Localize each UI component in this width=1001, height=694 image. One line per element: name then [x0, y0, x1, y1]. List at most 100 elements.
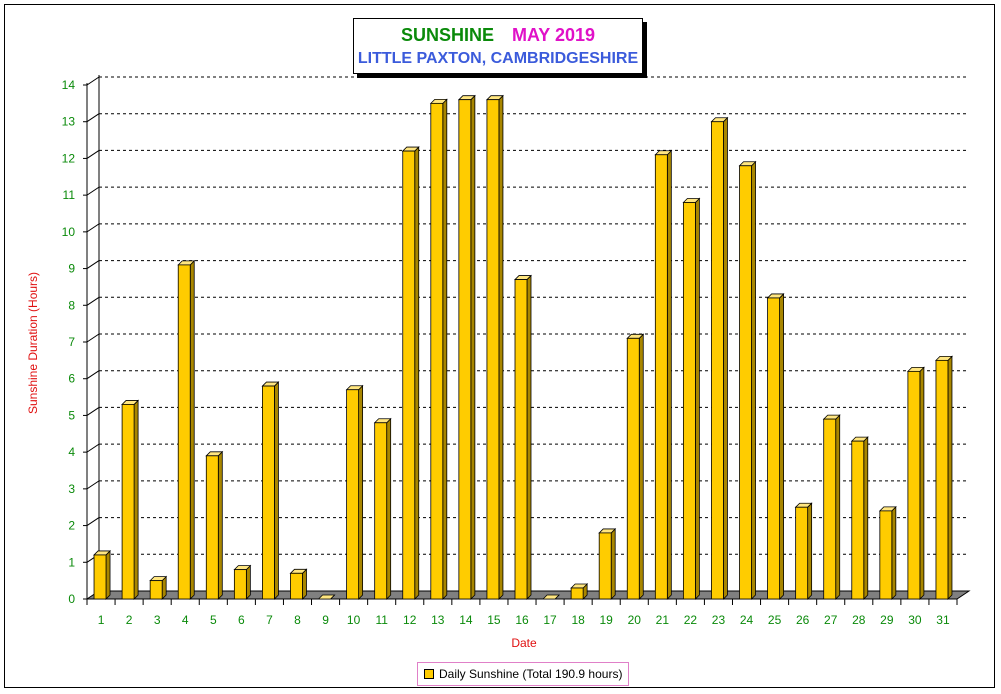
- bar: [177, 259, 196, 600]
- x-tick-label: 29: [880, 613, 894, 627]
- gridline-wall: [86, 113, 100, 123]
- bar: [345, 384, 364, 600]
- gridline-wall: [86, 333, 100, 343]
- bar: [149, 575, 168, 600]
- gridline-wall: [86, 260, 100, 269]
- bar: [682, 197, 701, 600]
- y-tick-label: 13: [62, 115, 76, 129]
- bars: [93, 94, 953, 600]
- x-tick-label: 6: [238, 613, 245, 627]
- x-tick-label: 2: [126, 613, 133, 627]
- x-tick-label: 14: [459, 613, 473, 627]
- bar: [542, 594, 561, 600]
- gridline-wall: [86, 296, 100, 306]
- x-tick-label: 18: [571, 613, 585, 627]
- bar: [205, 450, 224, 600]
- x-tick-label: 21: [656, 613, 670, 627]
- bar: [514, 274, 532, 600]
- x-tick-label: 5: [210, 613, 217, 627]
- y-axis-title: Sunshine Duration (Hours): [26, 272, 40, 414]
- gridline-wall: [86, 150, 100, 159]
- x-tick-label: 16: [515, 613, 529, 627]
- bar: [710, 116, 729, 600]
- legend-swatch: [424, 669, 434, 679]
- y-tick-label: 9: [68, 262, 75, 276]
- x-tick-labels: 1 2 3 4 5 6 7 8 9 10 11 12 13 14 15 16 17 18 19 20 21 22 23 24 2…: [98, 613, 950, 627]
- bar: [289, 568, 308, 600]
- x-tick-label: 13: [431, 613, 445, 627]
- bar: [935, 355, 953, 600]
- y-tick-label: 0: [68, 592, 75, 606]
- bar: [401, 146, 420, 600]
- bar: [598, 527, 617, 600]
- gridline-wall: [86, 407, 100, 416]
- chart-title-month: MAY 2019: [511, 25, 596, 45]
- x-tick-label: 19: [600, 613, 614, 627]
- x-tick-label: 28: [852, 613, 866, 627]
- bar: [485, 94, 504, 600]
- bar: [850, 436, 869, 600]
- bar: [261, 381, 280, 600]
- x-tick-label: 10: [347, 613, 361, 627]
- bar: [654, 149, 673, 600]
- chart-title: SUNSHINE: [400, 25, 494, 45]
- x-tick-label: 31: [936, 613, 950, 627]
- bar: [121, 399, 140, 600]
- gridline-wall: [86, 223, 100, 233]
- gridline-wall: [86, 76, 100, 86]
- bar: [429, 98, 448, 600]
- x-tick-label: 24: [740, 613, 754, 627]
- y-tick-label: 5: [68, 408, 75, 422]
- chart-title-box: SUNSHINE MAY 2019 LITTLE PAXTON, CAMBRIDG…: [353, 18, 643, 74]
- gridline-wall: [86, 370, 100, 380]
- y-tick-label: 1: [68, 555, 75, 569]
- x-tick-label: 25: [768, 613, 782, 627]
- x-tick-label: 8: [294, 613, 301, 627]
- x-tick-label: 30: [908, 613, 922, 627]
- y-tick-label: 3: [68, 482, 75, 496]
- y-tick-label: 7: [68, 335, 75, 349]
- legend-label: Daily Sunshine (Total 190.9 hours): [439, 667, 623, 681]
- x-axis-title: Date: [511, 636, 537, 650]
- x-tick-label: 11: [375, 613, 388, 627]
- gridline-wall: [86, 186, 100, 196]
- x-tick-label: 26: [796, 613, 810, 627]
- x-tick-label: 27: [824, 613, 838, 627]
- y-tick-label: 6: [68, 372, 75, 386]
- bar: [822, 414, 841, 600]
- bar: [794, 502, 813, 600]
- x-tick-label: 7: [266, 613, 273, 627]
- gridline-wall: [86, 480, 100, 490]
- x-tick-label: 1: [98, 613, 105, 627]
- grid-lines: [86, 76, 969, 563]
- x-tick-label: 4: [182, 613, 189, 627]
- bar: [738, 160, 757, 600]
- y-tick-label: 14: [62, 78, 76, 92]
- bar: [457, 94, 476, 600]
- x-tick-label: 17: [543, 613, 557, 627]
- y-tick-label: 10: [62, 225, 76, 239]
- bar: [373, 417, 392, 600]
- legend: Daily Sunshine (Total 190.9 hours): [417, 662, 630, 686]
- bar: [766, 292, 785, 600]
- x-tick-label: 15: [487, 613, 501, 627]
- chart-subtitle: LITTLE PAXTON, CAMBRIDGESHIRE: [357, 50, 639, 67]
- bar: [878, 505, 897, 600]
- y-tick-label: 11: [63, 188, 76, 202]
- bar: [233, 564, 252, 600]
- gridline-wall: [86, 443, 100, 453]
- x-tick-label: 23: [712, 613, 726, 627]
- bar: [906, 366, 925, 600]
- bar: [570, 583, 589, 600]
- bar: [626, 333, 645, 600]
- y-tick-label: 8: [68, 298, 75, 312]
- x-tick-label: 22: [684, 613, 698, 627]
- y-tick-label: 4: [68, 445, 75, 459]
- x-tick-label: 12: [403, 613, 417, 627]
- y-tick-label: 2: [68, 519, 75, 533]
- bar: [93, 549, 111, 600]
- bar: [317, 594, 336, 600]
- gridline-wall: [86, 517, 100, 526]
